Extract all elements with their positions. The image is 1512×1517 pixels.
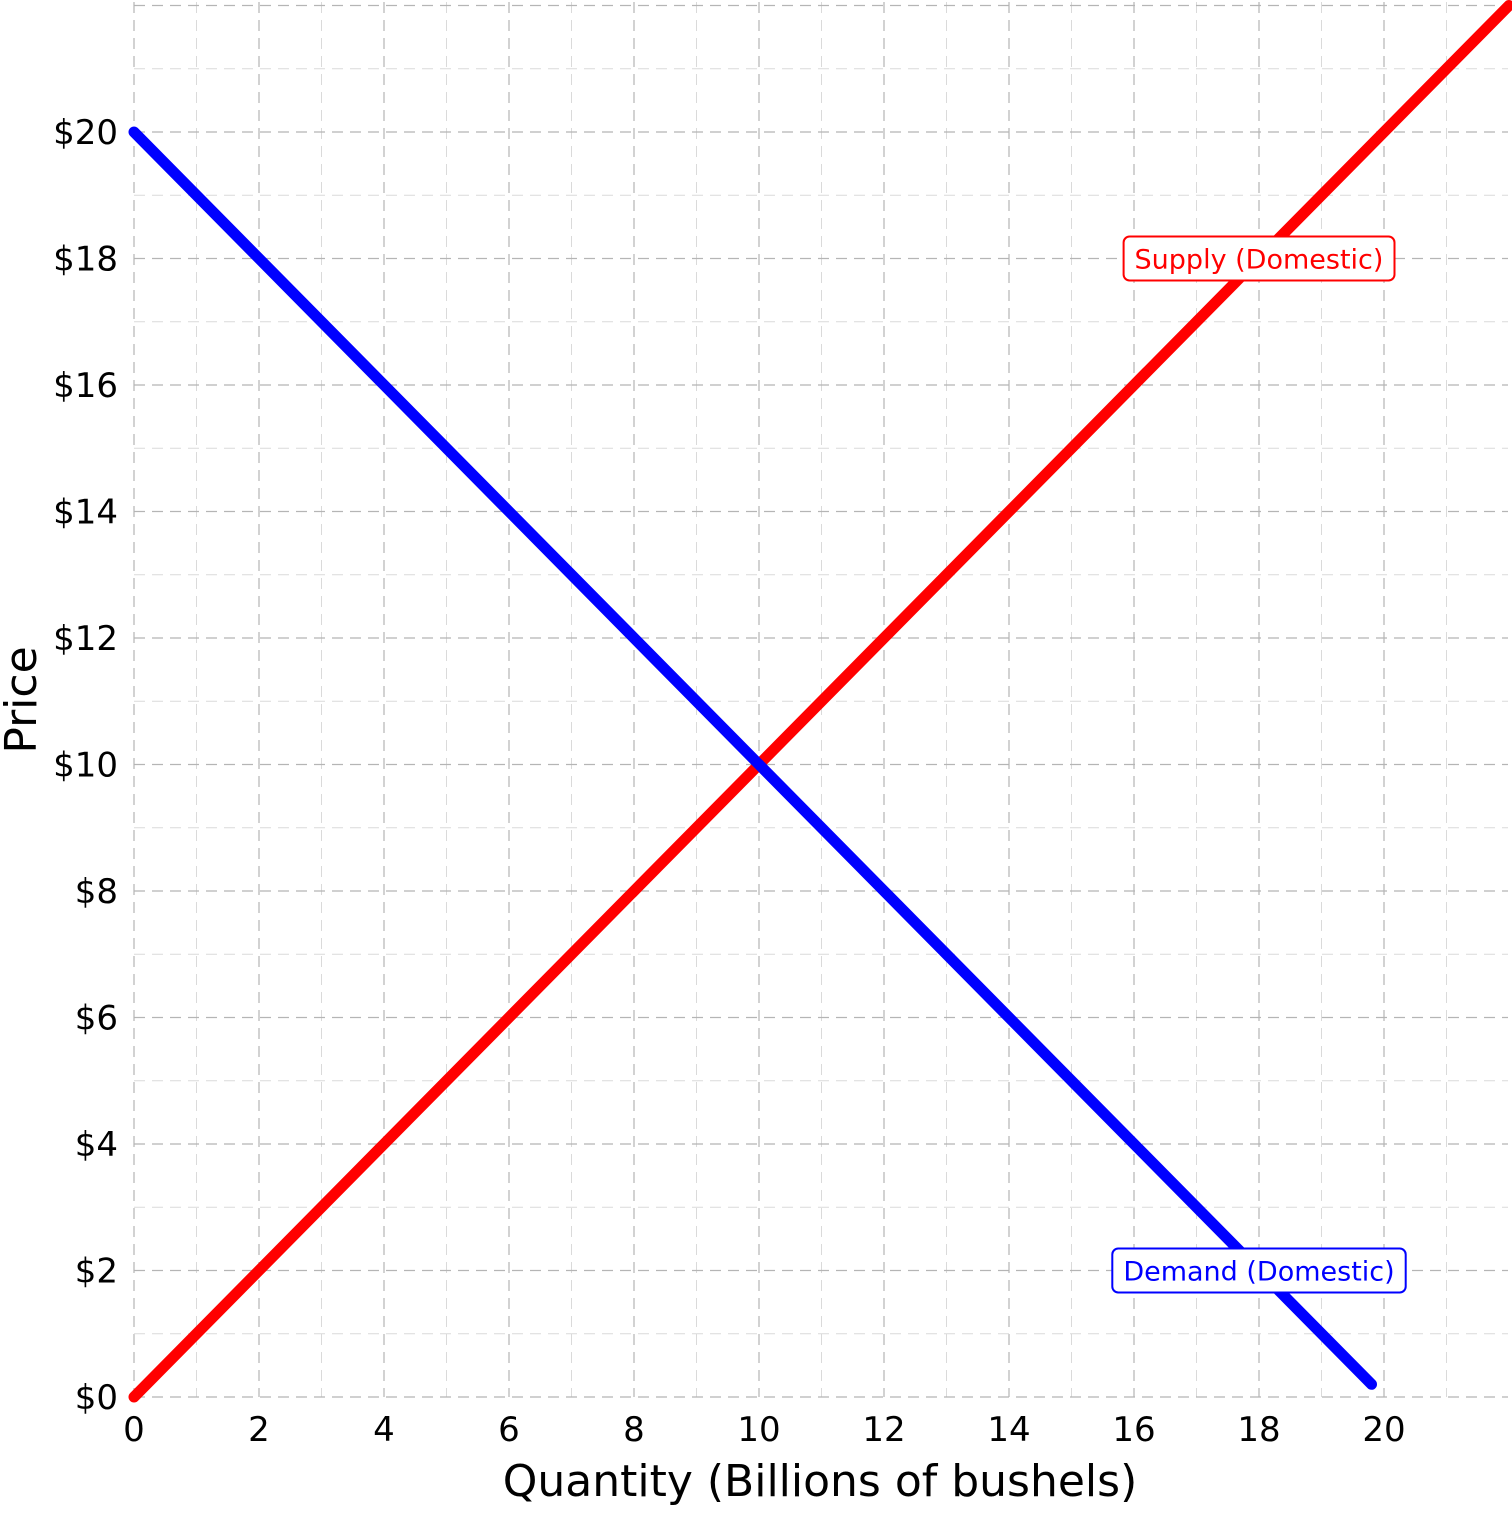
y-tick-label: $4 [75,1125,118,1165]
demand-label-text: Demand (Domestic) [1123,1257,1394,1288]
y-tick-label: $20 [53,113,118,153]
supply-label-box [1122,235,1396,282]
demand-label: Demand (Domestic) [1111,1247,1407,1294]
y-tick-label: $0 [75,1378,118,1418]
x-tick-label: 10 [737,1410,780,1450]
x-tick-label: 12 [862,1410,905,1450]
supply-label: Supply (Domestic) [1122,235,1396,282]
y-tick-label: $10 [53,746,118,786]
axes: 0 2 4 6 8 10 12 14 16 18 20 $0 $2 $4 $6 $8 $10 $12 $14 $16 $… [53,113,1406,1450]
x-tick-label: 16 [1112,1410,1155,1450]
y-tick-label: $18 [53,240,118,280]
y-tick-label: $2 [75,1252,118,1292]
x-tick-label: 6 [498,1410,520,1450]
y-tick-label: $14 [53,493,118,533]
x-tick-label: 18 [1237,1410,1280,1450]
x-tick-label: 14 [987,1410,1030,1450]
x-axis-title: Quantity (Billions of bushels) [503,1456,1138,1507]
demand-label-box [1111,1247,1407,1294]
x-tick-label: 20 [1362,1410,1405,1450]
x-tick-label: 0 [123,1410,145,1450]
y-axis-title: Price [0,646,47,753]
demand-curve [128,126,1377,1390]
x-tick-label: 8 [623,1410,645,1450]
supply-label-text: Supply (Domestic) [1135,245,1384,276]
y-tick-label: $12 [53,619,118,659]
x-tick-label: 4 [373,1410,395,1450]
y-tick-label: $16 [53,366,118,406]
curve-labels: Supply (Domestic) Demand (Domestic) [1111,235,1407,1294]
y-tick-label: $8 [75,872,118,912]
x-tick-label: 2 [248,1410,270,1450]
y-tick-label: $6 [75,999,118,1039]
